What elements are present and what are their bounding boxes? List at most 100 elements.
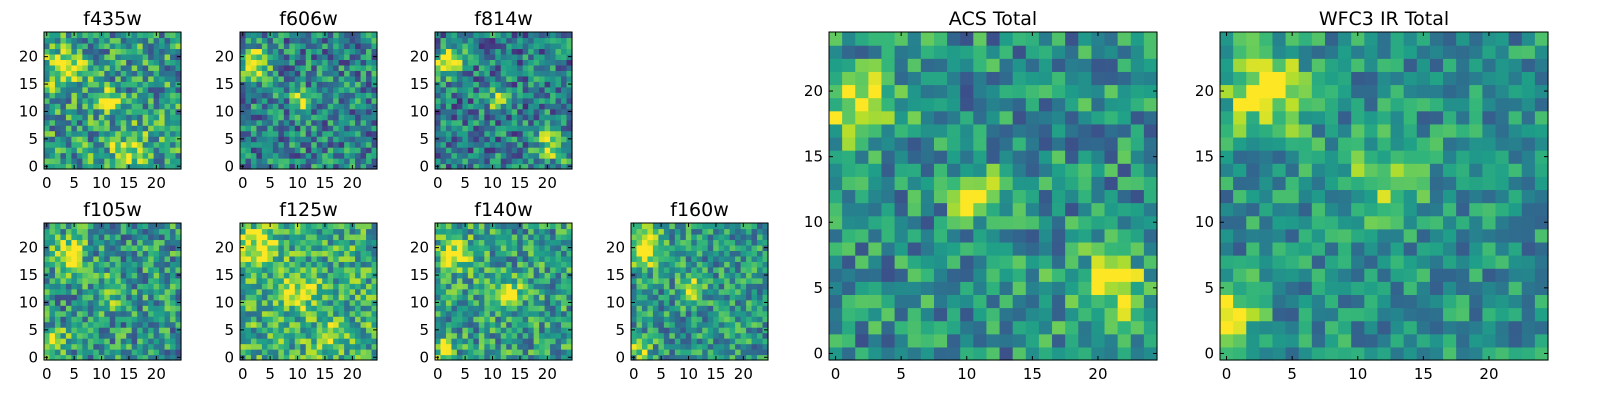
heatmap-cell bbox=[517, 119, 524, 126]
heatmap-cell bbox=[986, 294, 1001, 309]
heatmap-cell bbox=[261, 338, 268, 345]
heatmap-cell bbox=[894, 333, 909, 348]
heatmap-cell bbox=[528, 327, 535, 334]
heatmap-cell bbox=[272, 255, 279, 262]
heatmap-cell bbox=[305, 136, 312, 143]
heatmap-cell bbox=[740, 316, 747, 323]
heatmap-cell bbox=[495, 239, 502, 246]
heatmap-cell bbox=[517, 250, 524, 257]
heatmap-cell bbox=[517, 42, 524, 50]
heatmap-cell bbox=[1078, 346, 1092, 361]
heatmap-cell bbox=[115, 81, 122, 88]
heatmap-cell bbox=[366, 64, 373, 71]
heatmap-cell bbox=[561, 64, 568, 71]
heatmap-cell bbox=[445, 48, 453, 55]
heatmap-cell bbox=[153, 108, 160, 115]
heatmap-cell bbox=[550, 272, 557, 279]
heatmap-cell bbox=[440, 125, 447, 132]
heatmap-cell bbox=[327, 158, 334, 165]
heatmap-cell bbox=[250, 250, 258, 257]
heatmap-cell bbox=[685, 288, 692, 295]
heatmap-cell bbox=[451, 343, 458, 350]
heatmap-cell bbox=[338, 327, 345, 334]
heatmap-cell bbox=[641, 349, 649, 356]
heatmap-cell bbox=[283, 332, 290, 339]
heatmap-cell bbox=[986, 202, 1001, 217]
heatmap-cell bbox=[669, 338, 676, 345]
heatmap-cell bbox=[371, 250, 378, 257]
heatmap-cell bbox=[283, 97, 290, 104]
heatmap-cell bbox=[467, 130, 474, 137]
heatmap-cell bbox=[489, 244, 496, 251]
heatmap-cell bbox=[473, 75, 480, 82]
heatmap-cell bbox=[120, 136, 127, 143]
heatmap-cell bbox=[718, 261, 725, 268]
heatmap-cell bbox=[360, 228, 367, 235]
heatmap-cell bbox=[506, 152, 513, 159]
heatmap-cell bbox=[338, 37, 345, 44]
heatmap-cell bbox=[333, 59, 340, 66]
heatmap-cell bbox=[735, 338, 742, 345]
heatmap-cell bbox=[153, 53, 160, 60]
heatmap-cell bbox=[702, 288, 709, 295]
heatmap-cell bbox=[868, 294, 883, 309]
heatmap-cell bbox=[360, 32, 367, 39]
heatmap-cell bbox=[93, 114, 100, 121]
heatmap-cell bbox=[137, 119, 144, 126]
heatmap-cell bbox=[533, 233, 540, 241]
heatmap-cell bbox=[93, 42, 100, 50]
heatmap-cell bbox=[707, 239, 714, 246]
heatmap-cell bbox=[267, 321, 274, 328]
heatmap-cell bbox=[855, 255, 869, 269]
heatmap-cell bbox=[104, 250, 111, 257]
heatmap-cell bbox=[533, 305, 540, 312]
heatmap-cell bbox=[1065, 215, 1079, 230]
heatmap-cell bbox=[250, 299, 258, 306]
heatmap-cell bbox=[907, 215, 922, 230]
heatmap-cell bbox=[261, 48, 268, 55]
heatmap-cell bbox=[473, 152, 480, 159]
heatmap-cell bbox=[159, 32, 166, 39]
heatmap-cell bbox=[484, 343, 491, 350]
heatmap-cell bbox=[746, 288, 753, 295]
heatmap-cell bbox=[175, 125, 182, 132]
heatmap-cell bbox=[349, 152, 356, 159]
heatmap-cell bbox=[500, 64, 507, 71]
heatmap-cell bbox=[360, 349, 367, 356]
heatmap-cell bbox=[344, 321, 351, 328]
heatmap-cell bbox=[65, 42, 72, 50]
heatmap-cell bbox=[435, 75, 442, 82]
heatmap-cell bbox=[550, 228, 557, 235]
heatmap-cell bbox=[566, 266, 573, 273]
heatmap-cell bbox=[478, 294, 485, 301]
heatmap-cell bbox=[522, 261, 529, 268]
heatmap-cell bbox=[60, 130, 67, 137]
heatmap-cell bbox=[517, 261, 524, 268]
heatmap-cell bbox=[663, 250, 670, 257]
heatmap-cell bbox=[250, 223, 258, 230]
heatmap-cell bbox=[456, 299, 463, 306]
heatmap-cell bbox=[500, 37, 507, 44]
heatmap-cell bbox=[561, 349, 568, 356]
heatmap-cell bbox=[484, 255, 491, 262]
heatmap-cell bbox=[93, 228, 100, 235]
heatmap-cell bbox=[713, 272, 720, 279]
heatmap-cell bbox=[261, 70, 268, 77]
heatmap-cell bbox=[478, 86, 485, 93]
heatmap-cell bbox=[555, 338, 562, 345]
heatmap-cell bbox=[333, 305, 340, 312]
heatmap-cell bbox=[71, 228, 78, 235]
heatmap-cell bbox=[245, 239, 252, 246]
heatmap-cell bbox=[539, 244, 546, 251]
heatmap-cell bbox=[333, 48, 340, 55]
heatmap-cell bbox=[539, 261, 546, 268]
heatmap-cell bbox=[1130, 320, 1145, 335]
heatmap-cell bbox=[82, 272, 89, 279]
heatmap-cell bbox=[451, 233, 458, 241]
x-tick-label: 5 bbox=[460, 174, 470, 192]
heatmap-cell bbox=[104, 349, 111, 356]
heatmap-cell bbox=[751, 343, 758, 350]
heatmap-cell bbox=[550, 354, 557, 361]
heatmap-cell bbox=[517, 136, 524, 143]
